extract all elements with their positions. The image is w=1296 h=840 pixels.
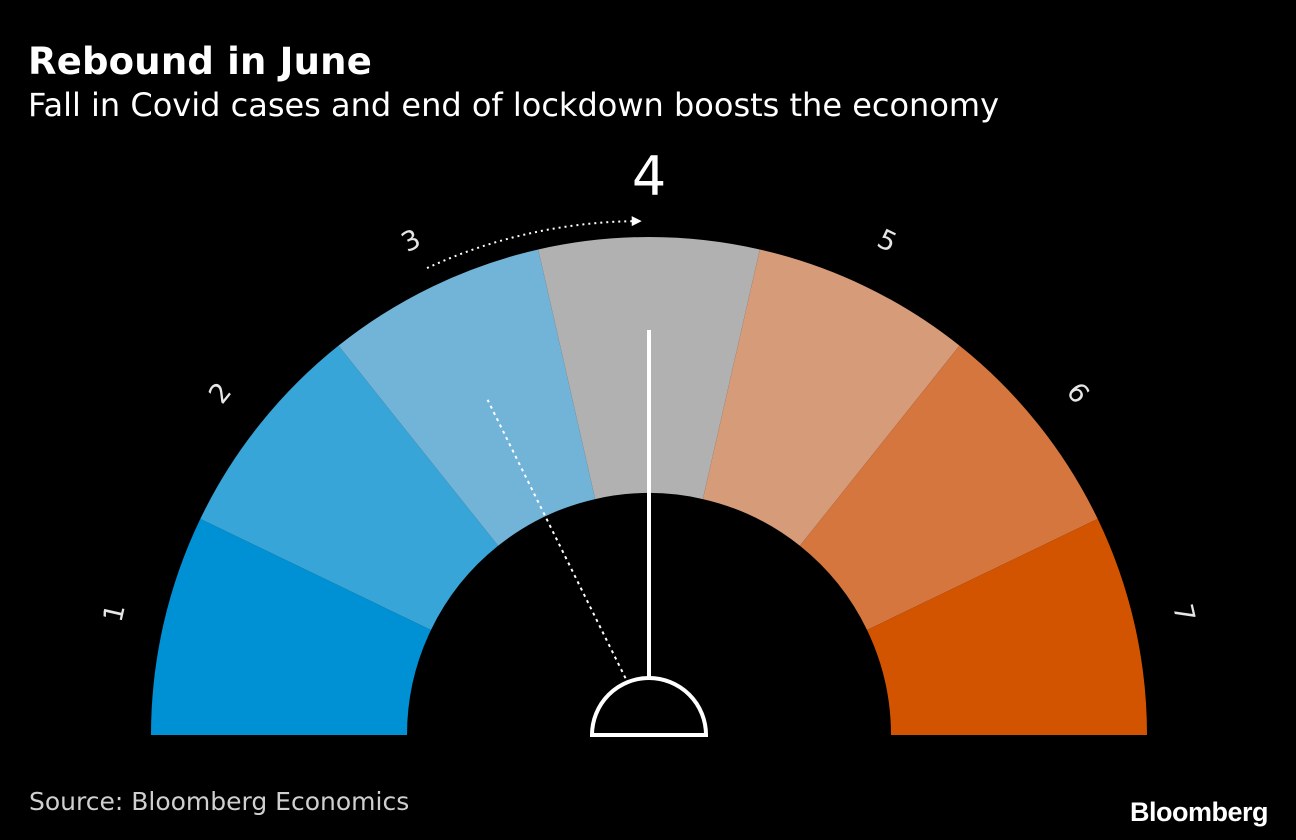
chart-title: Rebound in June [28, 40, 372, 83]
chart-subtitle: Fall in Covid cases and end of lockdown … [28, 86, 1000, 124]
previous-needle [486, 399, 627, 679]
tick-label-1: 1 [98, 601, 132, 625]
gauge-segment-3 [338, 249, 596, 546]
tick-label-3: 3 [397, 224, 426, 259]
tick-label-7: 7 [1166, 601, 1200, 625]
gauge-segment-6 [799, 345, 1098, 631]
gauge-segment-5 [702, 249, 960, 546]
source-note: Source: Bloomberg Economics [29, 787, 410, 816]
tick-label-6: 6 [1060, 377, 1095, 410]
tick-label-2: 2 [203, 377, 238, 410]
needle-hub [589, 676, 709, 737]
tick-label-5: 5 [872, 224, 901, 259]
gauge-segment-2 [200, 345, 499, 631]
bloomberg-logo: Bloomberg [1129, 797, 1269, 827]
gauge-segment-7 [867, 518, 1147, 735]
gauge-segment-1 [151, 518, 431, 735]
change-arrow [426, 216, 642, 269]
current-value-label: 4 [632, 145, 666, 208]
gauge-needle-group [426, 216, 709, 737]
